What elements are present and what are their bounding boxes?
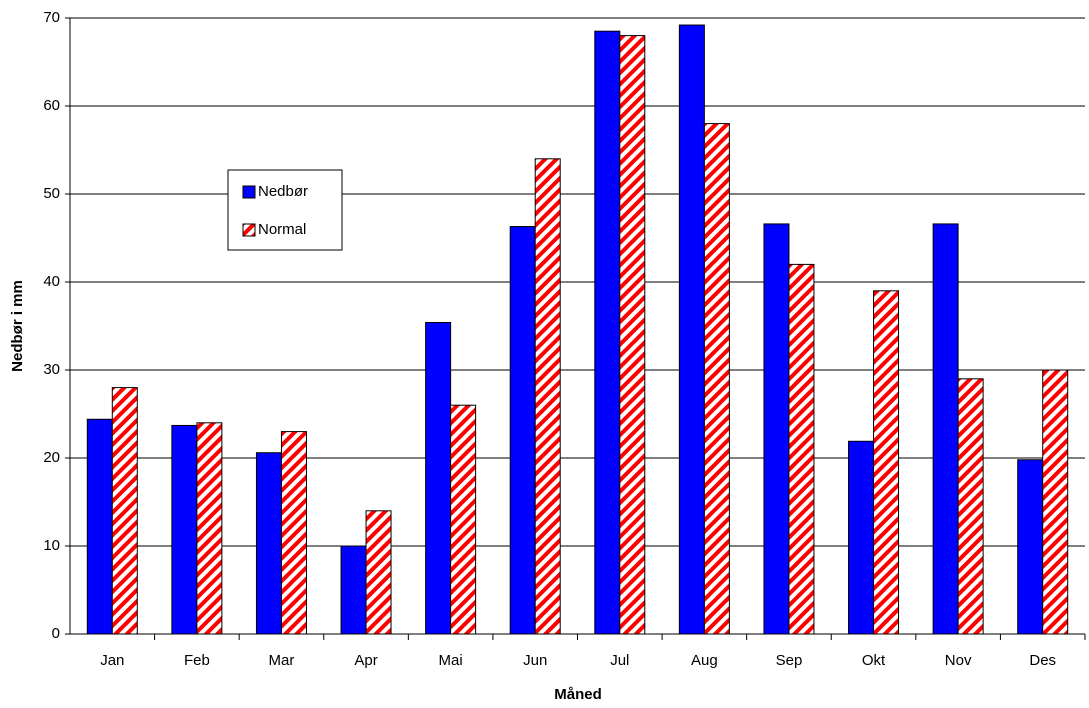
bar [594,30,621,635]
x-tick-label: Aug [691,652,718,669]
bar [678,24,705,635]
y-axis-title: Nedbør i mm [9,280,26,372]
legend: Nedbør Normal [227,169,343,251]
legend-box [227,169,343,251]
bar [932,223,959,635]
bar [171,424,198,635]
y-tick-label: 50 [43,185,60,202]
x-axis-title: Måned [554,686,602,703]
x-tick-label: Jul [610,652,629,669]
x-tick-label: Jan [100,652,124,669]
bar [425,321,452,635]
bar [703,123,730,635]
bar [873,290,900,635]
legend-swatch [242,223,256,237]
bar [509,226,536,635]
bar [1017,459,1044,635]
y-tick-label: 70 [43,9,60,26]
x-tick-label: Feb [184,652,210,669]
legend-label: Normal [258,221,306,238]
x-tick-label: Des [1029,652,1056,669]
x-tick-label: Jun [523,652,547,669]
x-tick-label: Okt [862,652,886,669]
x-tick-label: Mai [439,652,463,669]
y-tick-label: 30 [43,361,60,378]
x-tick-label: Nov [945,652,972,669]
y-tick-label: 60 [43,97,60,114]
bar [280,431,307,635]
y-tick-label: 40 [43,273,60,290]
legend-label: Nedbør [258,183,308,200]
bar [957,378,984,635]
x-tick-label: Apr [354,652,377,669]
bar [788,263,815,635]
y-tick-label: 10 [43,537,60,554]
bar [340,545,367,635]
bar [534,158,561,635]
x-tick-label: Sep [776,652,803,669]
y-tick-label: 20 [43,449,60,466]
bar [619,35,646,635]
x-tick-label: Mar [269,652,295,669]
legend-swatch [242,185,256,199]
y-tick-label: 0 [52,625,60,642]
bar [450,404,477,635]
bar [365,510,392,635]
bar [255,452,282,635]
bar [1042,369,1069,635]
bar [111,387,138,635]
bar [848,440,875,635]
bar [763,223,790,635]
bar [196,422,223,635]
bar [86,418,113,635]
